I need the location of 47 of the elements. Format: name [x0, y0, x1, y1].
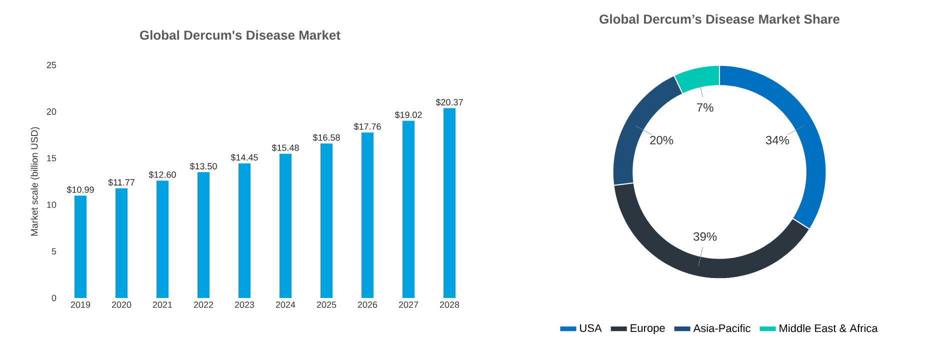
data-label: $11.77 — [108, 178, 134, 186]
y-tick-label: 10 — [47, 202, 56, 208]
data-label: 7% — [697, 103, 714, 112]
data-label: 39% — [694, 232, 717, 241]
bar — [280, 154, 292, 298]
data-label: $17.76 — [354, 122, 381, 130]
legend-label: USA — [580, 324, 602, 332]
y-tick-label: 0 — [52, 294, 56, 302]
data-label: $15.48 — [272, 144, 299, 152]
bar — [116, 188, 128, 298]
data-label: 34% — [766, 136, 790, 144]
bar — [444, 108, 456, 298]
x-tick-label: 2021 — [152, 302, 172, 308]
x-tick-label: 2020 — [112, 302, 132, 308]
y-axis-title: Market scale (billion USD) — [30, 127, 40, 236]
x-tick-label: 2028 — [440, 302, 460, 308]
data-label: $16.58 — [312, 134, 340, 142]
chart-title: Global Dercum’s Disease Market Share — [600, 14, 840, 24]
bar — [156, 180, 168, 298]
x-tick-label: 2025 — [316, 302, 336, 308]
x-tick-label: 2027 — [398, 302, 418, 308]
data-label: $13.50 — [190, 162, 217, 170]
y-tick-label: 5 — [52, 248, 56, 255]
data-label: 20% — [650, 136, 674, 144]
x-tick-label: 2019 — [70, 302, 90, 308]
y-tick-label: 25 — [46, 62, 56, 68]
bar — [238, 163, 250, 298]
x-tick-label: 2026 — [358, 302, 378, 308]
bar — [320, 143, 332, 298]
data-label: $20.37 — [436, 98, 463, 106]
legend-label: Middle East & Africa — [780, 324, 878, 332]
data-label: $10.99 — [66, 186, 94, 194]
legend-label: Asia-Pacific — [693, 324, 750, 332]
bar — [198, 172, 210, 298]
data-label: $19.02 — [394, 111, 422, 119]
y-tick-label: 20 — [46, 108, 56, 115]
data-label: $14.45 — [230, 154, 258, 162]
legend-label: Europe — [630, 324, 665, 334]
x-tick-label: 2022 — [194, 302, 214, 308]
bar — [362, 132, 374, 298]
bar — [74, 196, 86, 298]
bar — [402, 120, 414, 298]
x-tick-label: 2024 — [276, 302, 296, 308]
chart-title: Global Dercum's Disease Market — [140, 30, 340, 40]
data-label: $12.60 — [148, 171, 176, 178]
x-tick-label: 2023 — [234, 302, 254, 308]
y-tick-label: 15 — [47, 155, 56, 162]
